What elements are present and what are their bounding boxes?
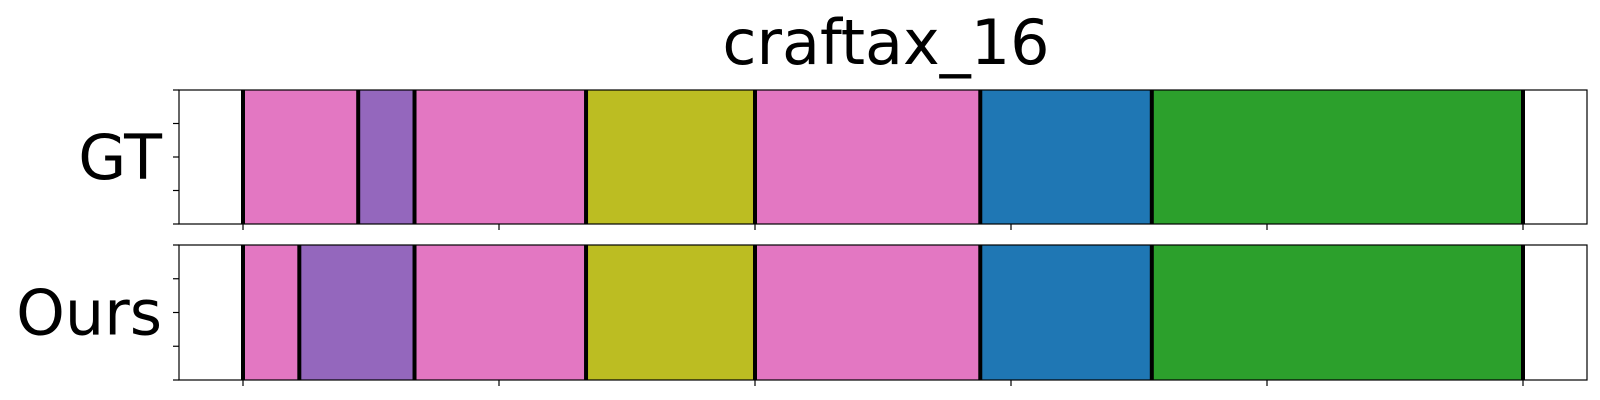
segment xyxy=(980,245,1152,380)
segment xyxy=(586,245,755,380)
segment xyxy=(243,245,300,380)
segment xyxy=(755,245,981,380)
segment xyxy=(1151,90,1523,224)
row-label: Ours xyxy=(16,277,162,350)
row-gt: GT xyxy=(78,89,1588,230)
segment xyxy=(586,90,755,224)
segment xyxy=(1151,245,1523,380)
segment xyxy=(299,245,415,380)
chart-rows: GT Ours xyxy=(16,89,1588,386)
segment xyxy=(414,90,587,224)
segment xyxy=(358,90,415,224)
segment xyxy=(243,90,359,224)
chart-title: craftax_16 xyxy=(722,6,1049,79)
row-ours: Ours xyxy=(16,244,1588,386)
row-label: GT xyxy=(78,121,163,194)
segment xyxy=(755,90,981,224)
segment xyxy=(414,245,587,380)
segment xyxy=(980,90,1152,224)
